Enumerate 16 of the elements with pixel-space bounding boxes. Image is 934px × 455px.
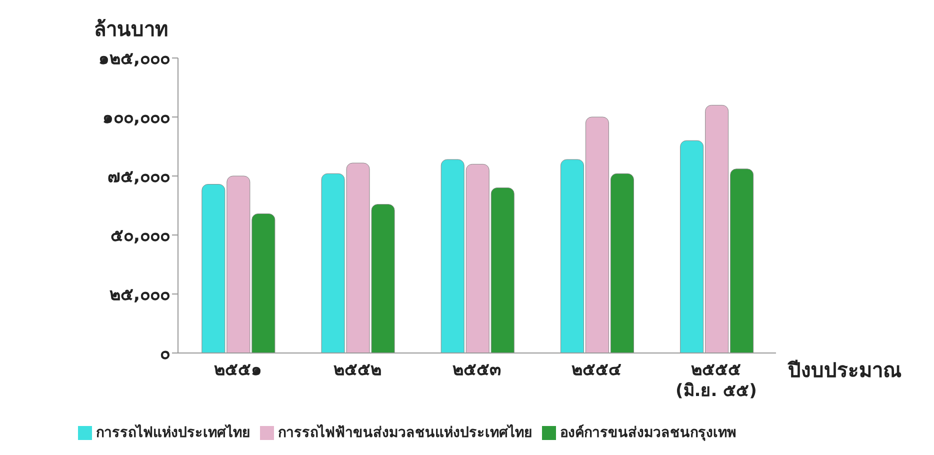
y-axis-title: ล้านบาท xyxy=(94,17,168,41)
x-tick-label: ๒๕๕๓ xyxy=(452,360,502,380)
y-tick-label: ๐ xyxy=(160,344,170,364)
legend-label: การรถไฟฟ้าขนส่งมวลชนแห่งประเทศไทย xyxy=(278,425,532,441)
x-tick-label: ๒๕๕๒ xyxy=(333,360,382,380)
x-tick-label: ๒๕๕๑ xyxy=(214,360,262,380)
y-tick-label: ๕๐,๐๐๐ xyxy=(110,226,170,246)
y-tick-label: ๑๐๐,๐๐๐ xyxy=(102,108,170,128)
legend-label: องค์การขนส่งมวลชนกรุงเทพ xyxy=(560,425,736,441)
legend-label: การรถไฟแห่งประเทศไทย xyxy=(96,425,250,441)
x-tick-label: ๒๕๕๕ (มิ.ย. ๕๕) xyxy=(676,360,757,401)
y-tick-label: ๗๕,๐๐๐ xyxy=(108,167,170,188)
y-tick-label: ๒๕,๐๐๐ xyxy=(110,285,170,306)
x-tick-label: ๒๕๕๔ xyxy=(572,360,622,380)
x-axis-title: ปีงบประมาณ xyxy=(787,358,902,382)
y-tick-label: ๑๒๕,๐๐๐ xyxy=(98,49,170,70)
